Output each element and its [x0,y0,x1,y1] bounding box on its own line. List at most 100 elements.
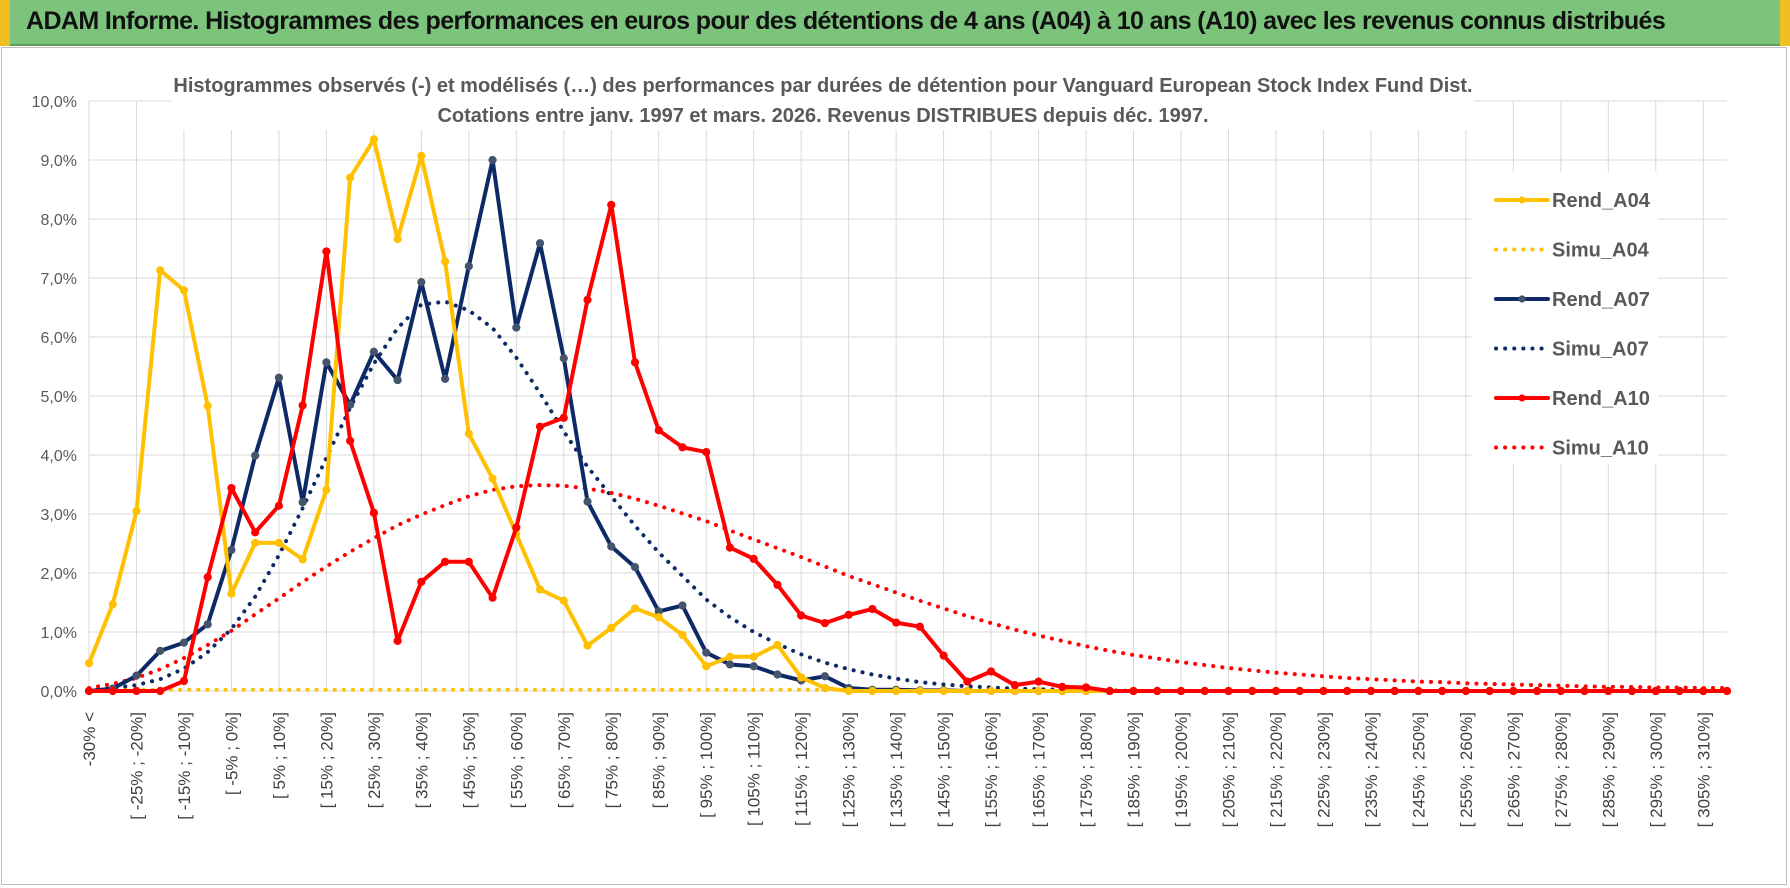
data-point-rend_a10 [1366,686,1376,696]
data-point-rend_a07 [559,354,568,363]
data-point-rend_a10 [630,358,640,367]
data-point-rend_a10 [322,247,331,256]
data-point-rend_a04 [607,623,616,632]
data-point-rend_a04 [749,652,758,661]
x-tick-label: [ 195% ; 200%] [1172,712,1191,827]
data-point-rend_a07 [725,660,735,669]
data-point-rend_a10 [1509,686,1518,696]
data-point-rend_a10 [1532,686,1542,696]
data-point-rend_a10 [559,413,568,422]
y-tick-label: 0,0% [41,684,77,701]
data-point-rend_a04 [844,686,853,696]
x-tick-label: [ 275% ; 280%] [1552,712,1571,827]
x-tick-label: [ -5% ; 0%] [222,712,241,795]
data-point-rend_a07 [369,347,378,356]
data-point-rend_a07 [417,278,426,287]
y-tick-label: 9,0% [41,153,77,170]
data-point-rend_a10 [535,422,545,431]
data-point-rend_a07 [702,648,711,657]
data-point-rend_a10 [393,636,402,645]
data-point-rend_a04 [488,474,497,483]
data-point-rend_a07 [227,545,236,555]
legend-item-rend_a04: Rend_A04 [1494,190,1651,212]
x-tick-label: [ 5% ; 10%] [270,712,289,799]
data-point-rend_a10 [1081,683,1091,692]
data-point-rend_a10 [1200,686,1209,696]
x-tick-label: [ 255% ; 260%] [1457,712,1476,827]
data-point-rend_a10 [179,676,189,686]
legend-item-rend_a07: Rend_A07 [1494,289,1650,311]
x-tick-label: [ 175% ; 180%] [1077,712,1096,827]
data-point-rend_a10 [583,295,592,304]
data-point-rend_a04 [583,641,592,650]
x-tick-label: [ 215% ; 220%] [1267,712,1286,827]
x-tick-label: [ 85% ; 90%] [650,712,669,808]
report-banner: ADAM Informe. Histogrammes des performan… [0,0,1790,46]
data-point-rend_a10 [1461,686,1470,696]
legend-label: Simu_A10 [1552,438,1649,460]
data-point-rend_a04 [251,538,260,548]
x-tick-label: [ 135% ; 140%] [887,712,906,827]
legend-item-simu_a10: Simu_A10 [1494,438,1649,460]
data-point-rend_a04 [939,686,948,696]
legend-item-simu_a07: Simu_A07 [1494,339,1649,361]
x-tick-label: [ -15% ; -10%] [175,712,194,820]
x-tick-label: [ 225% ; 230%] [1314,712,1333,827]
x-tick-label: [ 165% ; 170%] [1030,712,1049,827]
legend-item-simu_a04: Simu_A04 [1494,240,1650,262]
data-point-rend_a04 [179,286,189,295]
data-point-rend_a10 [84,686,94,696]
data-point-rend_a10 [227,483,236,493]
data-point-rend_a04 [915,686,924,696]
data-point-rend_a04 [393,234,402,244]
legend-label: Simu_A04 [1552,240,1650,262]
legend-label: Rend_A10 [1552,388,1650,410]
y-tick-label: 1,0% [41,625,77,642]
y-tick-label: 2,0% [41,566,77,583]
data-point-rend_a10 [749,554,758,563]
data-point-rend_a04 [986,686,996,696]
data-point-rend_a10 [607,200,616,209]
x-tick-label: [ 205% ; 210%] [1219,712,1238,827]
data-point-rend_a10 [1271,686,1281,696]
data-point-rend_a04 [797,673,806,682]
data-point-rend_a07 [820,672,830,681]
data-point-rend_a10 [156,686,165,696]
data-point-rend_a04 [156,266,165,275]
legend-label: Rend_A04 [1552,190,1651,212]
data-point-rend_a04 [1034,686,1043,696]
data-point-rend_a07 [630,563,640,572]
data-point-rend_a07 [179,638,189,647]
data-point-rend_a10 [203,573,212,582]
data-point-rend_a10 [868,604,877,614]
data-point-rend_a04 [892,686,901,696]
x-tick-label: [ 155% ; 160%] [982,712,1001,827]
y-tick-label: 7,0% [41,271,77,288]
data-point-rend_a10 [1438,686,1447,696]
data-point-rend_a10 [274,501,284,510]
x-tick-label: [ 55% ; 60%] [507,712,526,808]
data-point-rend_a10 [1651,686,1660,696]
data-point-rend_a04 [274,538,284,548]
data-point-rend_a04 [963,686,972,696]
data-point-rend_a04 [84,659,94,668]
data-point-rend_a07 [298,498,307,507]
x-tick-label: [ 25% ; 30%] [365,712,384,808]
data-point-rend_a04 [298,555,307,564]
data-point-rend_a04 [559,596,568,605]
data-point-rend_a10 [346,436,355,445]
data-point-rend_a10 [251,528,260,537]
x-tick-label: [ 15% ; 20%] [317,712,336,808]
data-point-rend_a10 [1485,686,1494,696]
data-point-rend_a04 [417,151,426,160]
y-tick-label: 5,0% [41,389,77,406]
chart-title-background [172,68,1474,130]
data-point-rend_a04 [820,683,830,693]
legend-item-rend_a10: Rend_A10 [1494,388,1650,410]
data-point-rend_a10 [1248,686,1257,696]
data-point-rend_a07 [464,262,473,271]
chart-frame [1,47,1787,885]
data-point-rend_a10 [1343,686,1352,696]
x-tick-label: [ 115% ; 120%] [792,712,811,826]
